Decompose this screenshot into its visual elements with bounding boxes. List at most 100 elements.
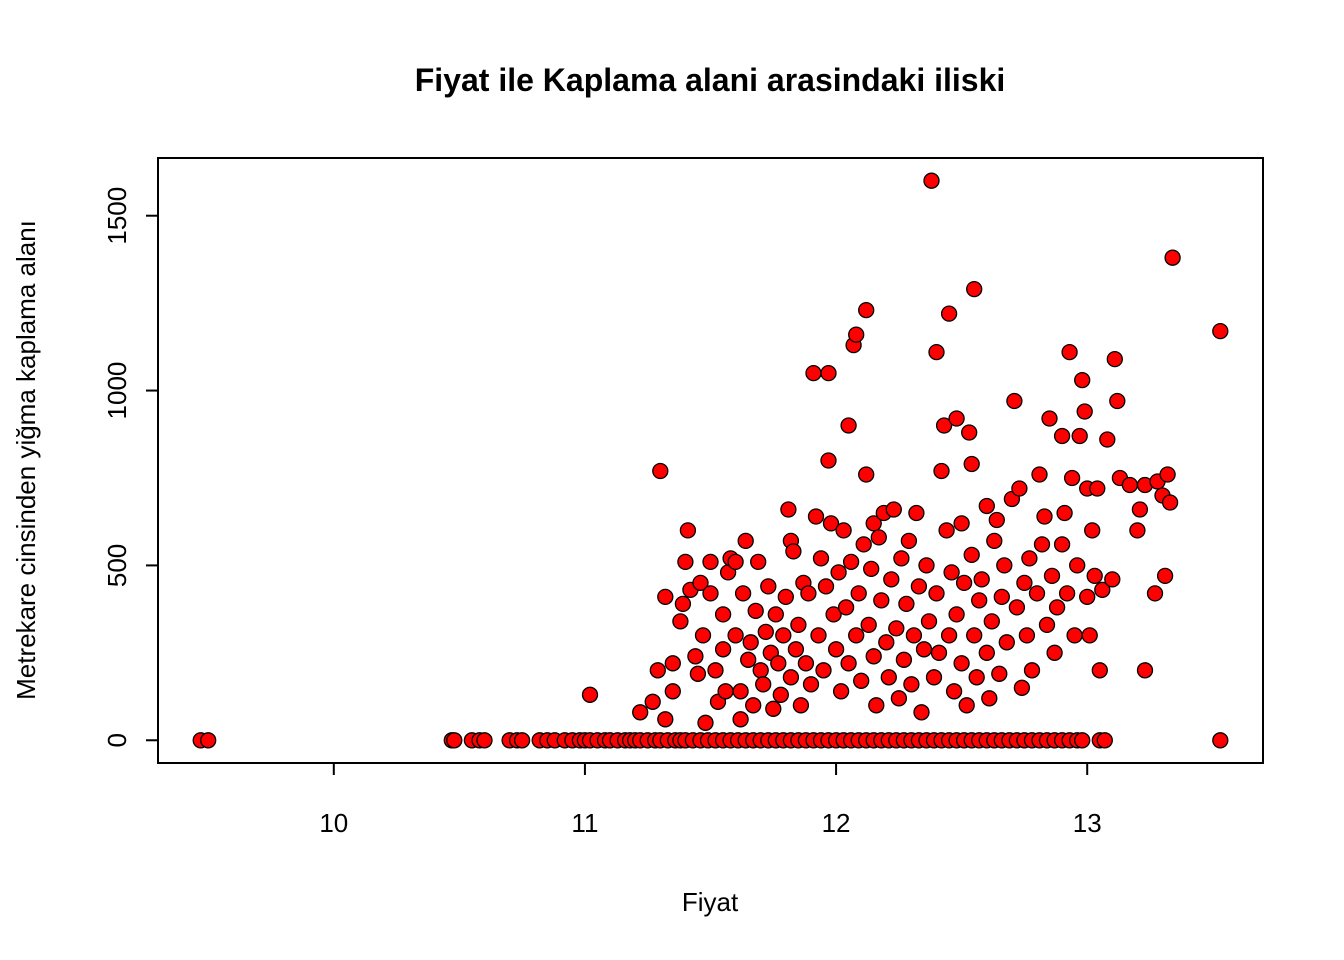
data-point	[785, 543, 802, 560]
data-point	[905, 627, 923, 644]
data-point	[870, 529, 887, 546]
data-point	[717, 683, 734, 700]
data-point	[890, 690, 908, 707]
data-point	[1131, 501, 1149, 518]
data-point	[820, 452, 837, 469]
data-point	[1063, 469, 1081, 487]
data-point	[1212, 732, 1229, 749]
data-point	[961, 424, 978, 441]
data-point	[1156, 567, 1174, 585]
data-point	[1104, 571, 1121, 588]
data-point	[800, 585, 817, 602]
data-point	[938, 522, 955, 539]
data-point	[1076, 403, 1093, 420]
data-point	[885, 501, 902, 518]
data-point	[966, 280, 983, 298]
data-point	[918, 557, 935, 574]
data-point	[805, 364, 822, 382]
data-point	[1056, 504, 1073, 522]
data-point	[742, 634, 759, 651]
data-point	[827, 641, 845, 658]
data-point	[652, 462, 669, 480]
data-point	[955, 574, 973, 592]
data-point	[858, 466, 875, 483]
data-point	[790, 616, 807, 634]
data-point	[476, 732, 493, 749]
data-point	[1018, 627, 1036, 644]
data-point	[978, 644, 995, 661]
data-point	[672, 613, 689, 630]
data-point	[1048, 599, 1066, 616]
data-point	[820, 364, 837, 382]
data-point	[1053, 536, 1071, 553]
data-point	[910, 578, 928, 595]
data-point	[702, 553, 719, 571]
data-point	[727, 553, 744, 571]
data-point	[1021, 550, 1038, 567]
data-point	[842, 553, 860, 571]
data-point	[913, 704, 930, 721]
data-point	[825, 606, 842, 623]
data-point	[1146, 585, 1164, 602]
data-point	[1096, 732, 1113, 749]
data-point	[943, 564, 960, 581]
data-point	[1028, 585, 1046, 602]
data-point	[940, 627, 958, 644]
x-tick-label: 11	[571, 808, 598, 838]
data-point	[1041, 410, 1058, 427]
data-point	[873, 592, 890, 609]
data-point	[797, 655, 815, 672]
data-point	[1006, 392, 1023, 410]
data-point	[1033, 536, 1051, 553]
data-point	[903, 676, 920, 693]
data-point	[644, 693, 661, 710]
data-point	[750, 553, 767, 571]
data-point	[1038, 616, 1056, 634]
data-point	[840, 417, 857, 434]
x-tick-label: 13	[1073, 808, 1102, 838]
x-axis-label: Fiyat	[682, 887, 739, 917]
data-point	[1053, 427, 1071, 445]
chart-title: Fiyat ile Kaplama alani arasindaki ilisk…	[415, 62, 1006, 98]
data-point	[1094, 581, 1111, 599]
y-tick-label: 500	[102, 544, 132, 587]
data-point	[835, 522, 852, 539]
data-point	[895, 651, 913, 668]
data-point	[981, 690, 998, 707]
data-point	[1031, 466, 1048, 483]
data-point	[780, 501, 797, 518]
data-point	[792, 697, 810, 714]
data-point	[853, 672, 870, 689]
data-point	[935, 417, 953, 434]
x-tick-label: 10	[319, 808, 348, 838]
data-point	[991, 665, 1008, 682]
data-point	[760, 578, 777, 595]
x-axis: 10 11 12 13	[319, 762, 1102, 838]
y-tick-label: 1000	[102, 362, 132, 420]
data-point	[674, 595, 692, 613]
data-point	[860, 616, 877, 634]
data-point	[1109, 392, 1126, 410]
data-point	[752, 662, 769, 679]
data-point	[1011, 480, 1028, 497]
data-point	[513, 732, 531, 749]
data-point	[822, 515, 840, 532]
data-point	[1212, 322, 1229, 340]
data-point	[810, 627, 827, 644]
data-point	[1074, 732, 1091, 749]
data-point	[679, 522, 697, 539]
x-tick-label: 12	[822, 808, 851, 838]
data-points	[192, 172, 1229, 749]
data-point	[1013, 679, 1031, 696]
data-point	[898, 595, 915, 613]
data-point	[200, 732, 217, 749]
data-point	[1106, 350, 1123, 368]
data-point	[1066, 627, 1083, 644]
data-point	[689, 665, 707, 682]
data-point	[812, 550, 830, 567]
data-point	[988, 511, 1005, 529]
data-point	[883, 571, 900, 588]
data-point	[923, 172, 940, 189]
data-point	[933, 462, 950, 480]
